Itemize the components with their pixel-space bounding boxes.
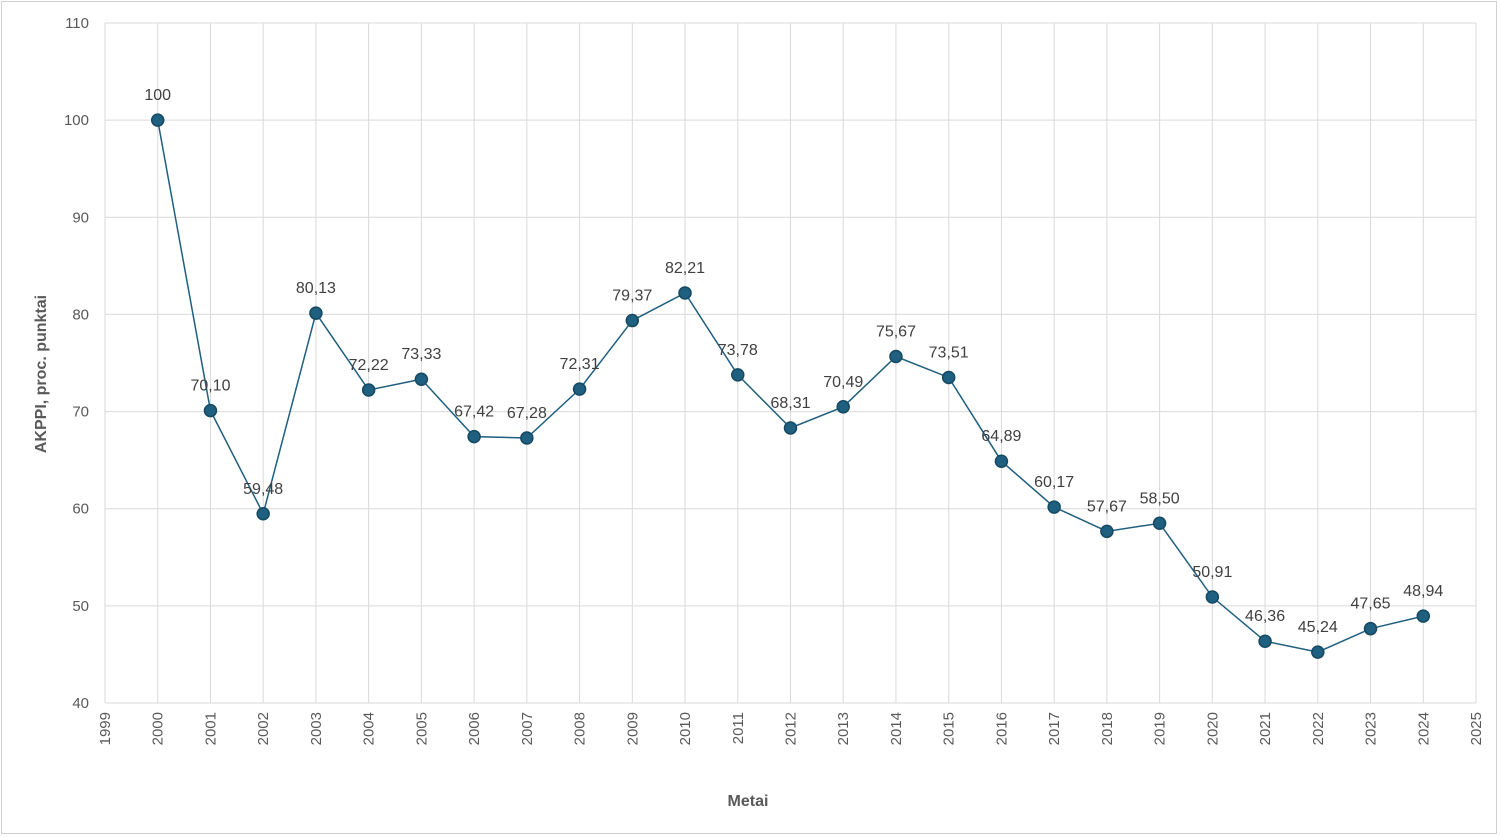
x-tick-label: 2024 — [1415, 712, 1432, 745]
data-label: 57,67 — [1087, 498, 1127, 515]
x-tick-label: 2008 — [572, 712, 589, 745]
y-axis-title: AKPPI, proc. punktai — [33, 295, 50, 453]
y-tick-label: 100 — [64, 112, 89, 129]
data-point-marker — [1152, 516, 1167, 531]
data-label: 59,48 — [243, 481, 283, 498]
data-point-marker — [889, 349, 903, 364]
data-point-marker — [1416, 609, 1431, 623]
data-label: 67,42 — [454, 404, 494, 421]
data-label: 67,28 — [507, 405, 547, 422]
x-tick-label: 2011 — [730, 712, 747, 744]
data-point-marker — [1047, 500, 1061, 514]
x-tick-label: 2009 — [624, 712, 641, 745]
x-tick-label: 2015 — [941, 712, 958, 745]
data-point-marker — [361, 383, 376, 397]
data-label: 100 — [144, 87, 171, 104]
x-axis-title: Metai — [728, 793, 769, 810]
data-point-marker — [678, 286, 692, 300]
data-label: 58,50 — [1140, 490, 1180, 507]
data-label: 80,13 — [296, 280, 336, 297]
data-point-marker — [1311, 645, 1325, 659]
data-point-marker — [1258, 634, 1272, 648]
horizontal-gridlines — [105, 22, 1476, 704]
y-tick-label: 40 — [72, 695, 89, 712]
vertical-gridlines — [104, 23, 1477, 703]
data-point-marker — [414, 372, 429, 386]
y-tick-label: 50 — [72, 598, 89, 615]
x-axis-tick-labels: 1999 2000 2001 2002 2003 2004 2005 2006 2007 2008… — [97, 712, 1485, 745]
x-tick-label: 2016 — [993, 712, 1010, 745]
data-point-marker — [467, 429, 481, 444]
x-tick-label: 2018 — [1099, 712, 1116, 745]
data-label: 73,33 — [401, 346, 441, 363]
data-point-marker — [625, 313, 640, 328]
x-tick-label: 1999 — [97, 712, 114, 745]
data-point-marker — [1100, 524, 1114, 539]
data-point-marker — [1363, 621, 1378, 636]
x-tick-label: 2005 — [413, 712, 430, 745]
y-tick-label: 60 — [72, 501, 89, 518]
x-tick-label: 2022 — [1310, 712, 1327, 745]
data-label: 47,65 — [1351, 596, 1391, 613]
data-label: 45,24 — [1298, 619, 1338, 636]
data-point-marker — [150, 113, 165, 127]
x-tick-label: 2007 — [519, 712, 536, 745]
data-label: 73,51 — [929, 344, 969, 361]
data-point-marker — [783, 421, 798, 435]
data-point-marker — [520, 431, 534, 445]
x-tick-label: 2004 — [361, 712, 378, 745]
data-label: 68,31 — [770, 395, 810, 412]
x-tick-label: 2020 — [1204, 712, 1221, 745]
data-label: 70,49 — [823, 374, 863, 391]
data-label: 72,22 — [349, 357, 389, 374]
data-point-marker — [203, 403, 218, 418]
y-tick-label: 110 — [65, 15, 89, 32]
x-tick-label: 2017 — [1046, 712, 1063, 745]
data-label: 50,91 — [1192, 564, 1232, 581]
x-tick-label: 2025 — [1468, 712, 1485, 745]
data-point-marker — [309, 306, 323, 320]
x-tick-label: 2019 — [1152, 712, 1169, 745]
data-point-marker — [941, 370, 956, 385]
data-label: 72,31 — [560, 356, 600, 373]
y-axis-tick-labels: 40 50 60 70 80 90 100 110 — [64, 15, 89, 712]
x-tick-label: 2001 — [202, 712, 219, 745]
data-point-marker — [572, 382, 587, 396]
data-point-marker — [1205, 590, 1220, 604]
data-label: 64,89 — [981, 428, 1021, 445]
x-tick-label: 2002 — [255, 712, 272, 745]
data-label: 48,94 — [1403, 583, 1443, 600]
data-label: 79,37 — [612, 288, 652, 305]
x-tick-label: 2006 — [466, 712, 483, 745]
data-label: 73,78 — [718, 342, 758, 359]
x-tick-label: 2013 — [835, 712, 852, 745]
data-point-marker — [731, 368, 745, 382]
x-tick-label: 2012 — [783, 712, 800, 745]
y-tick-label: 70 — [72, 404, 89, 421]
data-point-marker — [836, 400, 850, 414]
x-tick-label: 2023 — [1363, 712, 1380, 745]
x-tick-label: 2010 — [677, 712, 694, 745]
data-point-markers — [150, 113, 1431, 659]
data-label: 75,67 — [876, 323, 916, 340]
data-label: 60,17 — [1034, 474, 1074, 491]
data-point-marker — [256, 507, 270, 521]
x-tick-label: 2021 — [1257, 712, 1274, 745]
data-label: 82,21 — [665, 260, 705, 277]
data-point-marker — [994, 454, 1009, 468]
x-tick-label: 2003 — [308, 712, 325, 745]
y-tick-label: 90 — [72, 209, 89, 226]
data-label: 70,10 — [190, 378, 230, 395]
x-tick-label: 2014 — [888, 712, 905, 745]
x-tick-label: 2000 — [150, 712, 167, 745]
data-label: 46,36 — [1245, 608, 1285, 625]
y-tick-label: 80 — [72, 306, 89, 323]
data-labels: 100 70,10 59,48 80,13 72,22 73,33 67,42 67,28 72… — [144, 87, 1443, 636]
